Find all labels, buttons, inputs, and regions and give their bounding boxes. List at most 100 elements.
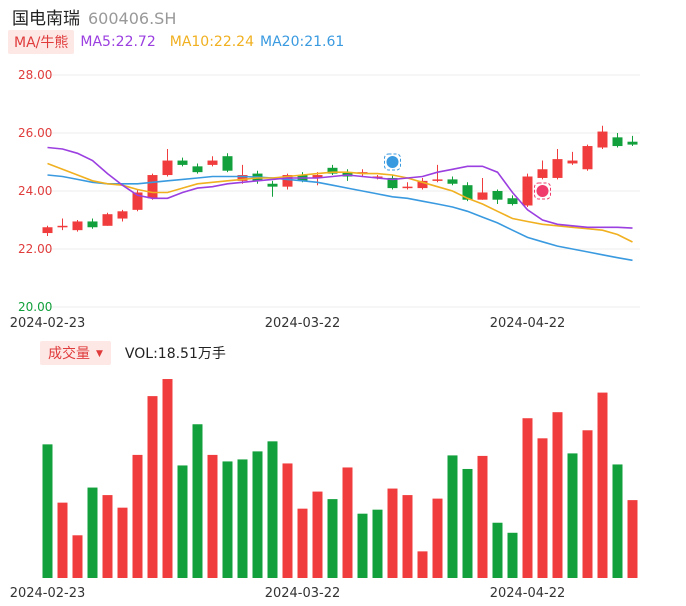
volume-bar [117,507,128,578]
candle-body [537,169,548,178]
candle-body [432,179,443,181]
candle-body [237,175,248,181]
candle-body [462,185,473,200]
candle-body [132,192,143,210]
candle-body [597,131,608,148]
buy-signal-icon-frame [534,182,551,200]
volume-bar [252,451,263,578]
candle-body [417,180,428,189]
volume-bar [102,495,113,578]
volume-bar [417,551,428,578]
volume-bar [207,454,218,578]
ma10-legend: MA10:22.24 [169,34,255,50]
candle-body [402,186,413,189]
volume-bar [552,412,563,578]
candle-body [582,146,593,170]
candle-body [282,175,293,187]
volume-date-label: 2024-02-23 [10,586,86,601]
candle-body [207,160,218,165]
volume-bar [582,430,593,578]
volume-bar [222,461,233,578]
volume-bar [477,455,488,578]
volume-bar [177,465,188,578]
volume-bar [297,508,308,578]
candle-body [222,156,233,171]
volume-bar [432,498,443,578]
price-tick-label: 28.00 [18,68,52,82]
ma5-legend: MA5:22.72 [80,34,156,50]
stock-name: 国电南瑞 [12,9,80,29]
ma-indicator-button[interactable]: MA/牛熊 [8,30,75,54]
volume-value: VOL:18.51万手 [124,346,226,362]
volume-bar [57,502,68,578]
candle-body [102,214,113,226]
volume-date-label: 2024-03-22 [265,586,341,601]
volume-bar [72,535,83,578]
candle-body [87,221,98,228]
volume-bar [462,468,473,578]
candle-body [612,137,623,147]
candle-body [177,160,188,165]
volume-bar [147,396,158,578]
candle-body [477,192,488,200]
price-tick-label: 26.00 [18,126,52,140]
volume-bar [612,464,623,578]
candle-body [567,160,578,164]
candle-body [627,141,638,145]
ma-legend: MA/牛熊 MA5:22.72 MA10:22.24 MA20:21.61 [8,30,344,54]
volume-bar [132,454,143,578]
price-date-label: 2024-04-22 [490,316,566,331]
volume-bar [312,491,323,578]
stock-code: 600406.SH [88,9,177,28]
volume-bar [282,463,293,578]
volume-legend: 成交量 ▼ VOL:18.51万手 [40,341,226,365]
candle-body [522,176,533,206]
volume-bar [522,418,533,578]
candle-body [552,159,563,178]
volume-bar [327,499,338,578]
price-tick-label: 20.00 [18,300,52,314]
price-date-label: 2024-02-23 [10,316,86,331]
candle-body [387,177,398,189]
volume-bar [162,379,173,578]
ma5-line [47,146,633,229]
candle-body [147,175,158,199]
volume-bar [597,392,608,578]
candle-body [312,175,323,178]
volume-button-label: 成交量 [48,346,90,362]
volume-bar [342,467,353,578]
ma10-line [47,162,633,243]
candle-body [57,225,68,228]
volume-date-label: 2024-04-22 [490,586,566,601]
candle-body [492,191,503,200]
volume-bar [387,488,398,578]
ma20-legend: MA20:21.61 [260,34,345,50]
volume-bar [87,487,98,578]
volume-bar [357,513,368,578]
candle-body [117,211,128,219]
volume-bar [402,495,413,578]
volume-bar [627,500,638,578]
candle-body [327,167,338,174]
ma20-line [47,174,633,262]
volume-bar [537,438,548,578]
candle-body [507,198,518,205]
buy-signal-icon [536,185,549,197]
volume-bar [372,509,383,578]
volume-bar [42,444,53,578]
volume-bar [507,532,518,578]
volume-bar [237,459,248,578]
sell-signal-icon [386,156,399,168]
price-tick-label: 24.00 [18,184,52,198]
caret-down-icon: ▼ [96,349,103,359]
volume-bar [492,522,503,578]
stock-header: 国电南瑞 600406.SH [12,4,177,29]
price-date-label: 2024-03-22 [265,316,341,331]
candle-body [267,183,278,187]
price-tick-label: 22.00 [18,242,52,256]
sell-signal-icon-frame [384,153,401,171]
candle-body [447,179,458,184]
volume-indicator-button[interactable]: 成交量 ▼ [40,341,111,365]
volume-bar [447,455,458,578]
